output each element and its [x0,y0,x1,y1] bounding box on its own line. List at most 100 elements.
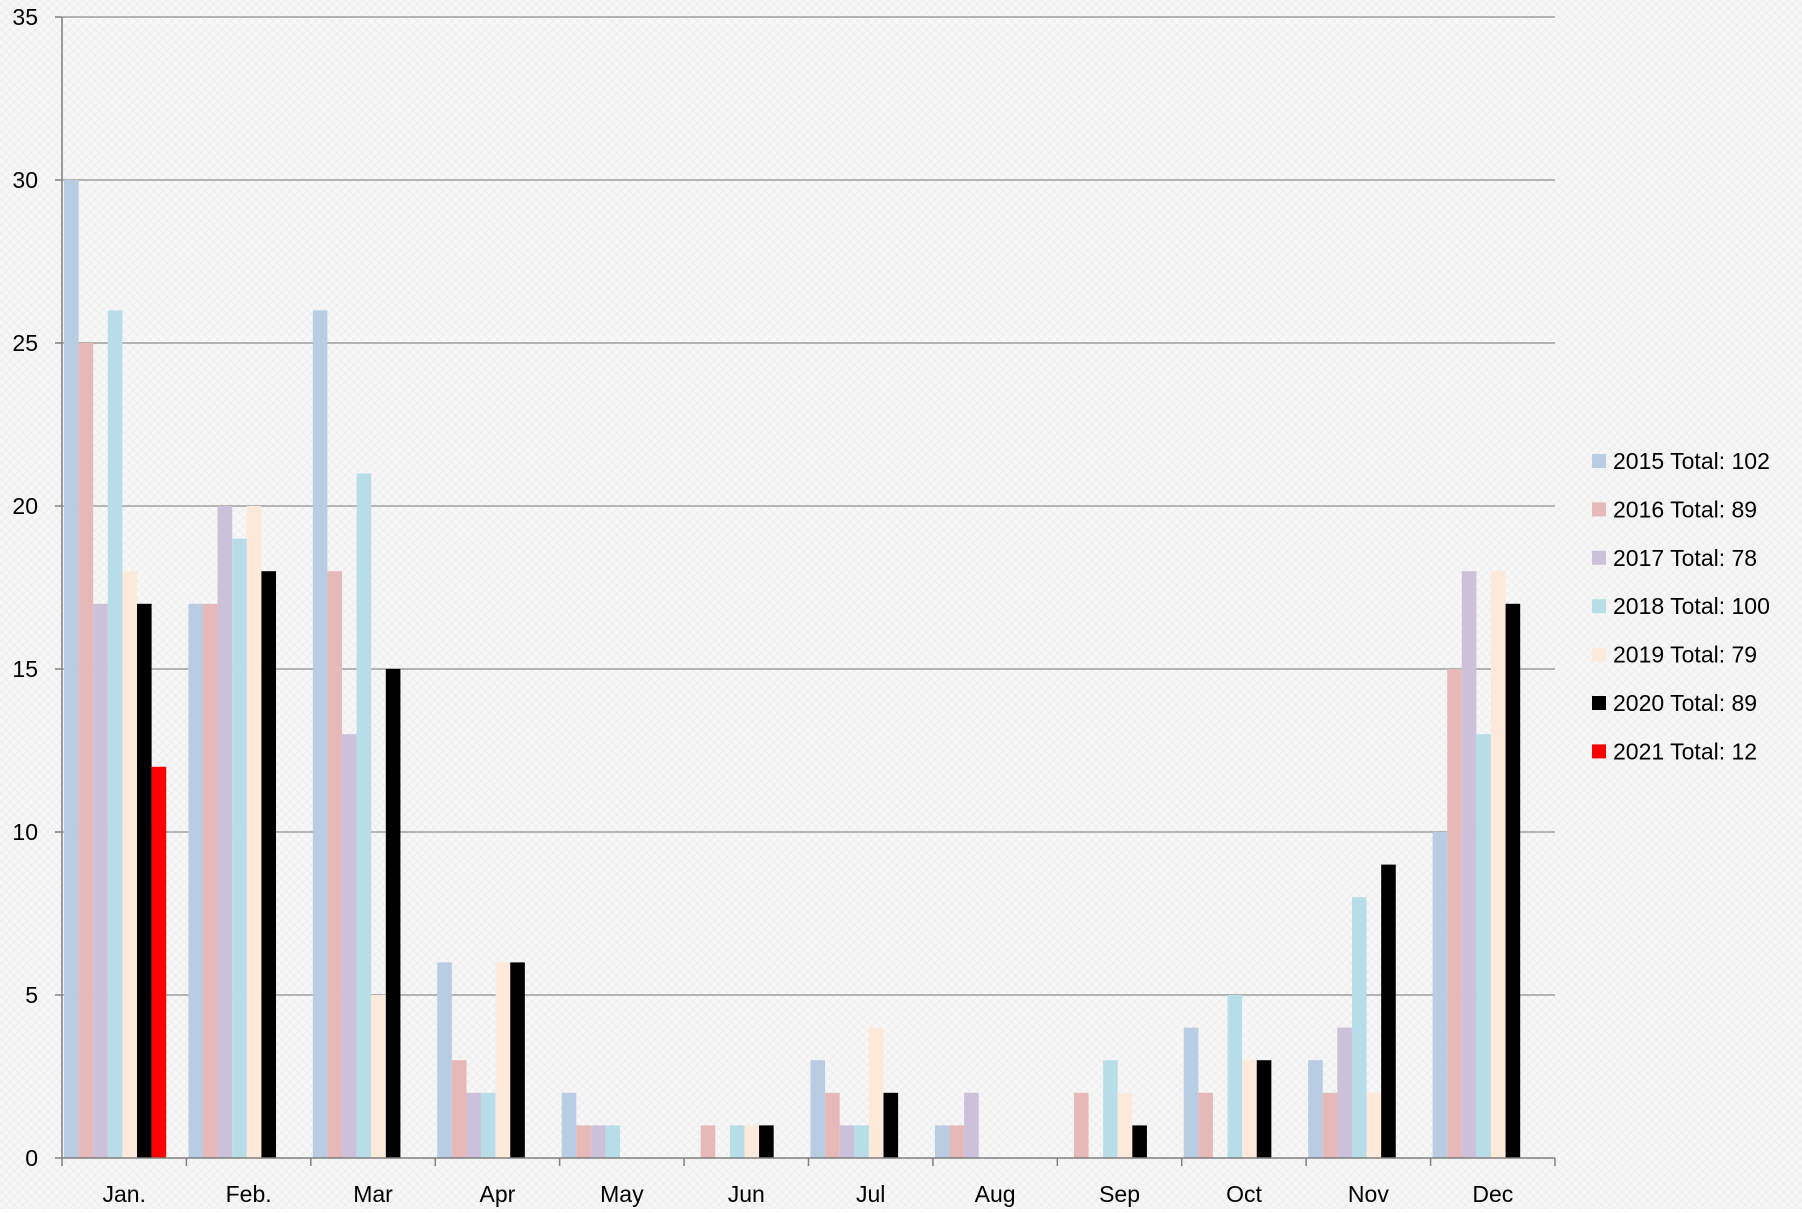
x-tick-label: Aug [975,1181,1016,1207]
bar [934,1125,950,1158]
bar [327,571,343,1158]
bar [839,1125,855,1158]
bar [437,962,452,1158]
bar [1476,734,1491,1158]
legend-item: 2016 Total: 89 [1592,496,1757,522]
bar [1381,864,1396,1158]
bar [481,1092,496,1158]
bar [729,1125,745,1158]
legend-label: 2018 Total: 100 [1613,593,1770,619]
bar [122,571,137,1158]
bar [854,1125,869,1158]
legend-swatch [1592,599,1606,614]
legend-label: 2016 Total: 89 [1613,496,1757,522]
bar [1242,1060,1257,1158]
legend-item: 2017 Total: 78 [1592,545,1757,571]
bar [107,310,123,1158]
bar [1132,1125,1147,1158]
x-tick-label: May [600,1181,644,1207]
bar [1198,1092,1213,1158]
bar [151,766,167,1158]
legend-item: 2019 Total: 79 [1592,642,1757,668]
bar [78,343,94,1158]
bar [700,1125,716,1158]
bar [1351,897,1367,1158]
x-tick-label: Jul [856,1181,885,1207]
legend-label: 2015 Total: 102 [1613,448,1770,474]
legend-swatch [1592,550,1606,565]
bar [342,734,357,1158]
bar [1505,603,1521,1158]
bar [356,473,372,1158]
legend-item: 2020 Total: 89 [1592,690,1757,716]
bar [1432,832,1448,1158]
bar [188,603,204,1158]
bar [217,506,233,1158]
bar [868,1027,884,1158]
x-tick-label: Dec [1472,1181,1513,1207]
legend-item: 2018 Total: 100 [1592,593,1770,619]
legend-swatch [1592,647,1606,662]
y-tick-label: 15 [12,656,38,682]
bar [371,995,386,1158]
legend-item: 2021 Total: 12 [1592,738,1757,764]
bar [510,962,525,1158]
legend-swatch [1592,744,1606,759]
bar [93,603,108,1158]
x-tick-label: Feb. [226,1181,272,1207]
y-tick-label: 10 [12,819,38,845]
legend-item: 2015 Total: 102 [1592,448,1770,474]
bar [1490,571,1506,1158]
bar [1103,1060,1118,1158]
y-tick-label: 0 [25,1145,38,1171]
x-tick-label: Apr [480,1181,516,1207]
bar [466,1092,482,1158]
legend-swatch [1592,502,1606,517]
bar [495,962,511,1158]
y-tick-label: 25 [12,330,38,356]
x-tick-label: Oct [1226,1181,1262,1207]
axes [55,16,1556,1166]
bars [64,180,1521,1158]
bar [261,571,277,1158]
bar [312,310,328,1158]
legend-swatch [1592,696,1606,710]
bar [810,1060,826,1158]
bar [64,180,79,1158]
bar [1256,1060,1272,1158]
bar [1308,1060,1323,1158]
bar [1073,1092,1089,1158]
bar [385,669,401,1158]
bar [1183,1027,1199,1158]
bar [883,1092,899,1158]
bar [1322,1092,1338,1158]
bar [744,1125,760,1158]
x-tick-label: Jan. [102,1181,145,1207]
x-axis-tick-labels: Jan. Feb. Mar Apr May Jun Jul Aug Sep Oct Nov Dec [102,1181,1513,1207]
bar [137,603,152,1158]
bar [949,1125,965,1158]
bar [825,1092,840,1158]
legend-label: 2019 Total: 79 [1613,642,1757,668]
y-tick-label: 30 [12,167,38,193]
y-tick-label: 20 [12,493,38,519]
legend-swatch [1592,454,1606,468]
bar [605,1125,621,1158]
bar [759,1125,774,1158]
bar [561,1092,577,1158]
legend-label: 2020 Total: 89 [1613,690,1757,716]
legend-label: 2017 Total: 78 [1613,545,1757,571]
bar [576,1125,591,1158]
bar [1227,995,1243,1158]
y-axis-tick-labels: 0 5 10 15 20 25 30 35 [12,4,38,1171]
bar [1366,1092,1382,1158]
x-tick-label: Sep [1099,1181,1140,1207]
legend: 2015 Total: 102 2016 Total: 89 2017 Total:… [1592,448,1770,764]
y-tick-label: 35 [12,4,38,30]
bar [1337,1027,1352,1158]
bar [232,538,247,1158]
bar [203,603,218,1158]
bar [964,1092,979,1158]
